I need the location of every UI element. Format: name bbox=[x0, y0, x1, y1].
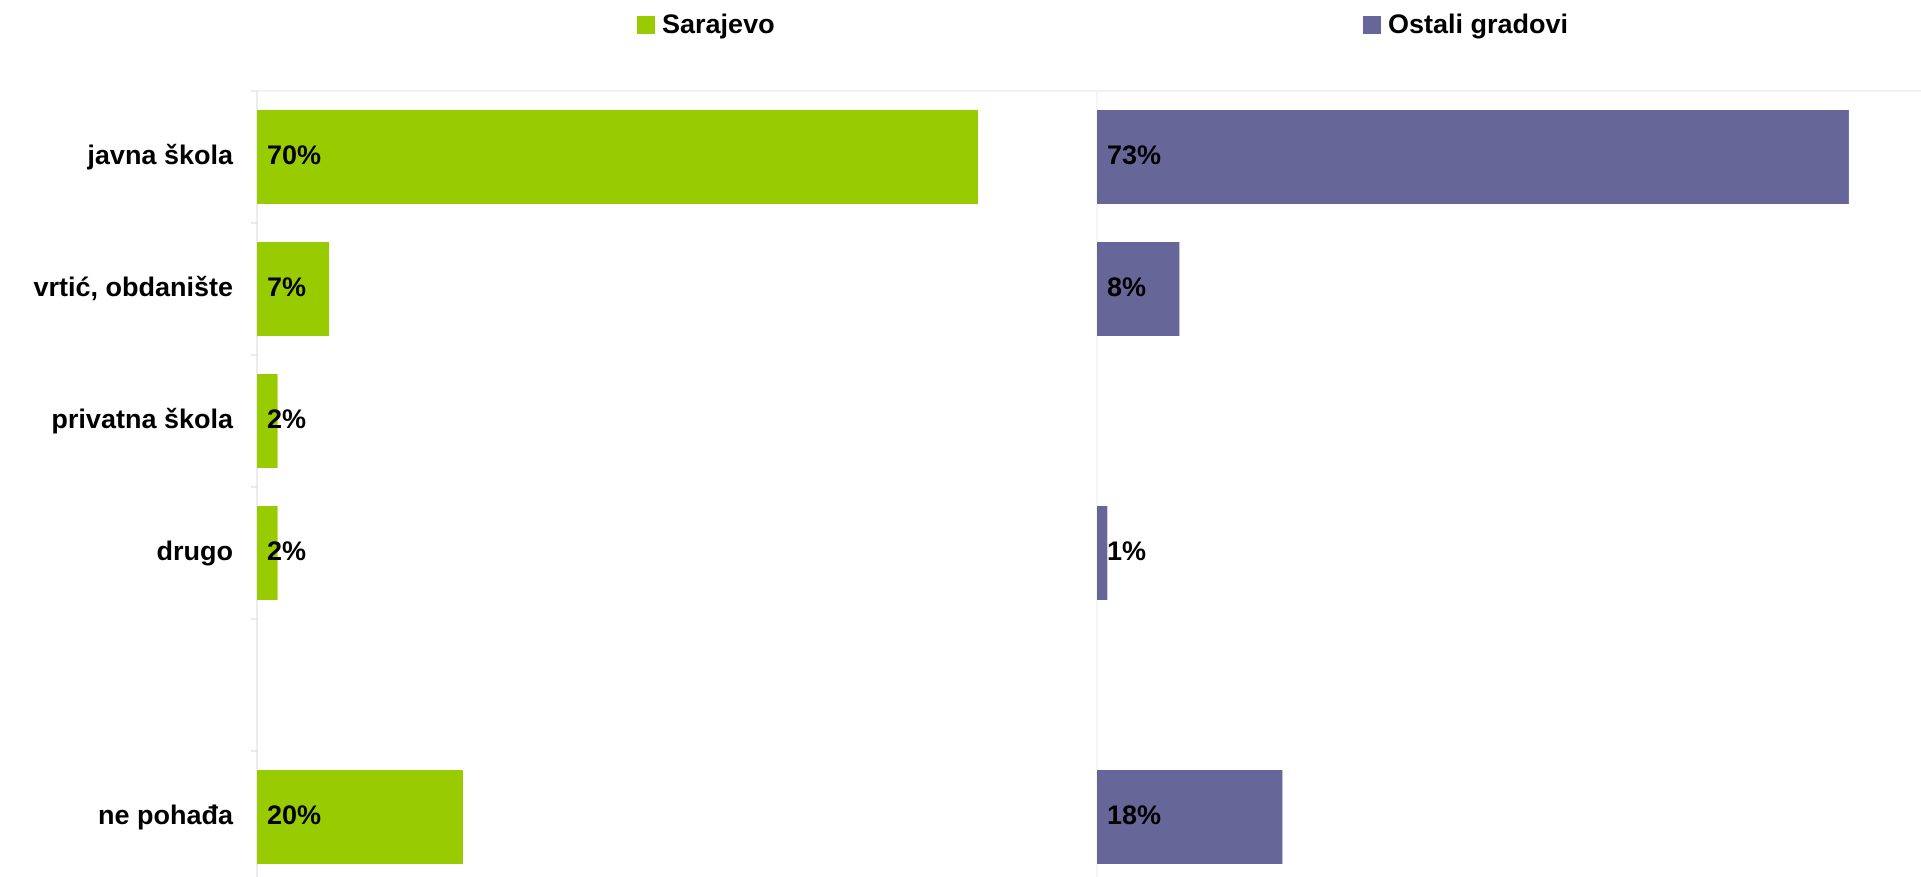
value-label: 73% bbox=[1107, 140, 1161, 170]
bar bbox=[257, 374, 278, 468]
bar bbox=[1097, 506, 1108, 600]
bar bbox=[257, 242, 330, 336]
value-label: 70% bbox=[267, 140, 321, 170]
legend-swatch bbox=[1363, 16, 1381, 34]
bar bbox=[257, 770, 463, 864]
category-label: drugo bbox=[157, 536, 233, 566]
value-label: 20% bbox=[267, 800, 321, 830]
value-label: 2% bbox=[267, 536, 306, 566]
legend-label: Sarajevo bbox=[662, 9, 775, 39]
bar bbox=[1097, 110, 1849, 204]
value-label: 18% bbox=[1107, 800, 1161, 830]
value-label: 8% bbox=[1107, 272, 1146, 302]
legend-swatch bbox=[637, 16, 655, 34]
category-label: vrtić, obdanište bbox=[33, 272, 233, 302]
value-label: 1% bbox=[1107, 536, 1146, 566]
value-label: 2% bbox=[267, 404, 306, 434]
bar bbox=[1097, 770, 1283, 864]
legend-label: Ostali gradovi bbox=[1388, 9, 1568, 39]
bar bbox=[257, 506, 278, 600]
category-label: ne pohađa bbox=[98, 800, 234, 830]
category-label: privatna škola bbox=[51, 404, 234, 434]
category-label: javna škola bbox=[86, 140, 234, 170]
bar bbox=[257, 110, 978, 204]
bar bbox=[1097, 242, 1180, 336]
value-label: 7% bbox=[267, 272, 306, 302]
